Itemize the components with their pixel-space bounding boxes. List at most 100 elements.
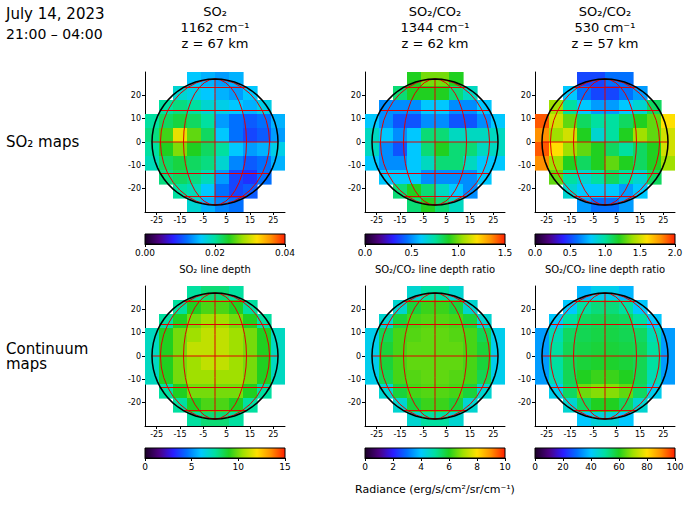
svg-text:SO₂/CO₂: SO₂/CO₂	[409, 4, 462, 19]
svg-text:20: 20	[131, 91, 141, 100]
svg-text:25: 25	[268, 430, 278, 439]
svg-text:25: 25	[488, 216, 498, 225]
svg-text:15: 15	[465, 430, 475, 439]
svg-text:25: 25	[488, 430, 498, 439]
svg-text:10: 10	[131, 114, 141, 123]
svg-text:0: 0	[526, 138, 531, 147]
svg-text:-25: -25	[540, 216, 553, 225]
svg-text:20: 20	[521, 305, 531, 314]
svg-text:z = 57 km: z = 57 km	[572, 36, 639, 51]
svg-text:1344 cm⁻¹: 1344 cm⁻¹	[400, 20, 469, 35]
svg-text:20: 20	[351, 91, 361, 100]
svg-text:Radiance (erg/s/cm²/sr/cm⁻¹): Radiance (erg/s/cm²/sr/cm⁻¹)	[355, 483, 515, 496]
svg-text:-25: -25	[370, 430, 383, 439]
svg-text:SO₂/CO₂ line depth ratio: SO₂/CO₂ line depth ratio	[375, 264, 495, 275]
svg-text:5: 5	[224, 216, 229, 225]
svg-text:20: 20	[557, 462, 569, 472]
svg-text:0: 0	[142, 462, 148, 472]
svg-text:5: 5	[614, 216, 619, 225]
svg-text:0: 0	[526, 352, 531, 361]
svg-text:2.0: 2.0	[668, 248, 683, 258]
svg-text:10: 10	[521, 114, 531, 123]
svg-text:0: 0	[136, 138, 141, 147]
svg-text:SO₂ maps: SO₂ maps	[6, 133, 79, 151]
svg-text:SO₂/CO₂ line depth ratio: SO₂/CO₂ line depth ratio	[545, 264, 665, 275]
svg-text:-5: -5	[199, 216, 207, 225]
svg-text:1.5: 1.5	[498, 248, 512, 258]
svg-text:z = 67 km: z = 67 km	[182, 36, 249, 51]
svg-text:-5: -5	[419, 216, 427, 225]
svg-text:-5: -5	[589, 430, 597, 439]
svg-text:2: 2	[390, 462, 396, 472]
svg-text:-10: -10	[128, 375, 141, 384]
svg-text:-20: -20	[128, 398, 141, 407]
svg-text:15: 15	[245, 216, 255, 225]
svg-text:maps: maps	[6, 355, 47, 373]
svg-text:1.0: 1.0	[598, 248, 613, 258]
svg-text:-15: -15	[563, 430, 576, 439]
svg-text:530 cm⁻¹: 530 cm⁻¹	[575, 20, 636, 35]
svg-text:z = 62 km: z = 62 km	[402, 36, 469, 51]
svg-text:10: 10	[351, 328, 361, 337]
svg-text:-15: -15	[173, 430, 186, 439]
svg-text:10: 10	[131, 328, 141, 337]
svg-text:10: 10	[499, 462, 511, 472]
svg-text:0.02: 0.02	[205, 248, 225, 258]
svg-text:5: 5	[444, 430, 449, 439]
svg-text:-25: -25	[150, 216, 163, 225]
svg-text:15: 15	[465, 216, 475, 225]
svg-text:15: 15	[245, 430, 255, 439]
svg-text:-15: -15	[393, 216, 406, 225]
svg-text:0.5: 0.5	[563, 248, 577, 258]
svg-text:5: 5	[614, 430, 619, 439]
svg-text:4: 4	[418, 462, 424, 472]
svg-text:-20: -20	[518, 398, 531, 407]
svg-text:0.5: 0.5	[405, 248, 419, 258]
svg-text:-20: -20	[518, 184, 531, 193]
svg-text:1.5: 1.5	[633, 248, 647, 258]
svg-text:0: 0	[136, 352, 141, 361]
svg-text:-25: -25	[150, 430, 163, 439]
svg-text:-10: -10	[348, 161, 361, 170]
svg-text:0.0: 0.0	[528, 248, 543, 258]
svg-text:-5: -5	[589, 216, 597, 225]
svg-text:60: 60	[613, 462, 625, 472]
svg-text:1.0: 1.0	[451, 248, 466, 258]
svg-text:40: 40	[585, 462, 597, 472]
svg-text:-20: -20	[348, 398, 361, 407]
svg-text:25: 25	[658, 430, 668, 439]
svg-text:80: 80	[641, 462, 653, 472]
svg-text:-5: -5	[419, 430, 427, 439]
svg-text:0.0: 0.0	[358, 248, 373, 258]
svg-text:-20: -20	[128, 184, 141, 193]
svg-text:5: 5	[444, 216, 449, 225]
svg-text:July 14, 2023: July 14, 2023	[5, 5, 105, 23]
svg-text:5: 5	[189, 462, 195, 472]
svg-text:15: 15	[635, 216, 645, 225]
svg-text:-10: -10	[348, 375, 361, 384]
svg-text:-20: -20	[348, 184, 361, 193]
svg-text:20: 20	[521, 91, 531, 100]
svg-text:0: 0	[362, 462, 368, 472]
svg-text:20: 20	[351, 305, 361, 314]
svg-text:-10: -10	[518, 375, 531, 384]
svg-text:21:00 – 04:00: 21:00 – 04:00	[6, 26, 103, 42]
svg-text:15: 15	[279, 462, 290, 472]
svg-text:5: 5	[224, 430, 229, 439]
svg-text:SO₂ line depth: SO₂ line depth	[179, 264, 251, 275]
svg-text:8: 8	[474, 462, 480, 472]
svg-text:6: 6	[446, 462, 452, 472]
svg-text:-15: -15	[563, 216, 576, 225]
svg-text:SO₂/CO₂: SO₂/CO₂	[579, 4, 632, 19]
svg-text:0: 0	[356, 138, 361, 147]
svg-text:15: 15	[635, 430, 645, 439]
svg-text:-10: -10	[518, 161, 531, 170]
svg-text:25: 25	[658, 216, 668, 225]
svg-text:SO₂: SO₂	[203, 4, 227, 19]
svg-text:25: 25	[268, 216, 278, 225]
svg-text:100: 100	[666, 462, 683, 472]
svg-text:10: 10	[521, 328, 531, 337]
svg-text:10: 10	[351, 114, 361, 123]
svg-text:1162 cm⁻¹: 1162 cm⁻¹	[180, 20, 249, 35]
svg-text:10: 10	[233, 462, 245, 472]
